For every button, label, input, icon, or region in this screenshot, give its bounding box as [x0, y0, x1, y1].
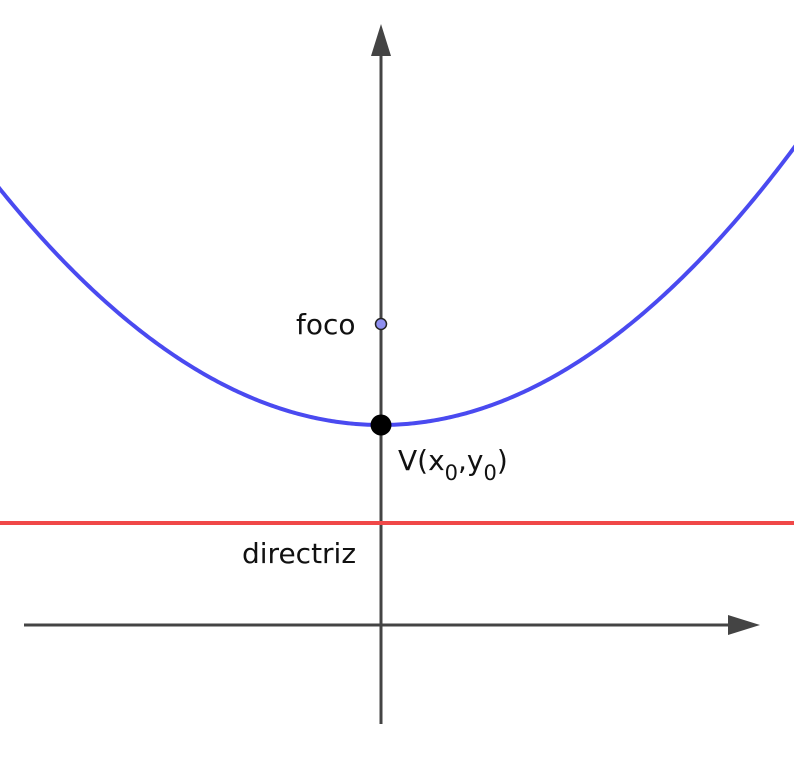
y-axis-arrow	[371, 24, 391, 56]
vertex-label-sub-y: 0	[484, 461, 497, 485]
vertex-label-mid: ,y	[458, 444, 483, 477]
vertex-label-sub-x: 0	[445, 461, 458, 485]
vertex-point	[370, 414, 392, 436]
x-axis-arrow	[728, 615, 760, 635]
focus-label: foco	[296, 308, 356, 341]
parabola-curve	[0, 144, 794, 427]
focus-point	[374, 317, 388, 331]
vertex-label: V(x0,y0)	[398, 444, 508, 485]
vertex-label-prefix: V(x	[398, 444, 445, 477]
vertex-label-suffix: )	[497, 444, 508, 477]
directrix-label: directriz	[242, 537, 356, 570]
